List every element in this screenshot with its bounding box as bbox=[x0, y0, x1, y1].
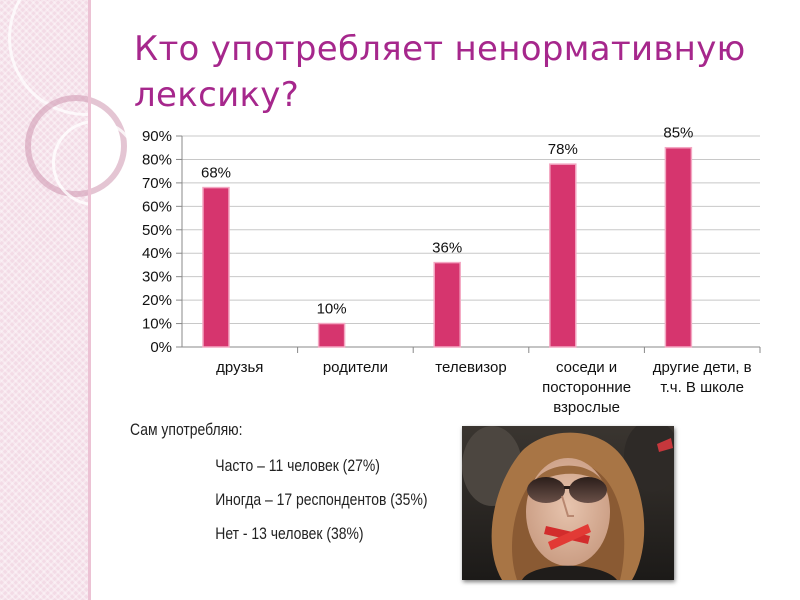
category-label: телевизор bbox=[435, 359, 506, 376]
y-tick-label: 20% bbox=[142, 292, 172, 309]
category-label: взрослые bbox=[553, 399, 620, 416]
y-tick-label: 0% bbox=[150, 339, 172, 356]
category-label: соседи и bbox=[556, 359, 617, 376]
category-label: другие дети, в bbox=[653, 359, 752, 376]
notes-heading: Сам употребляю: bbox=[130, 420, 243, 439]
bar bbox=[664, 146, 693, 348]
data-label: 78% bbox=[548, 141, 578, 158]
category-label: посторонние bbox=[542, 379, 631, 396]
y-tick-label: 10% bbox=[142, 316, 172, 333]
bar bbox=[549, 163, 577, 348]
data-label: 36% bbox=[432, 240, 462, 257]
y-tick-label: 80% bbox=[142, 151, 172, 168]
notes-item: Иногда – 17 респондентов (35%) bbox=[215, 490, 428, 509]
decorative-side-strip bbox=[0, 0, 164, 600]
decorative-ring bbox=[52, 120, 138, 206]
notes-item: Часто – 11 человек (27%) bbox=[215, 456, 380, 475]
data-label: 85% bbox=[663, 125, 693, 142]
y-tick-label: 30% bbox=[142, 269, 172, 286]
y-tick-label: 70% bbox=[142, 175, 172, 192]
bar bbox=[317, 322, 346, 348]
y-tick-label: 50% bbox=[142, 222, 172, 239]
strip-divider bbox=[88, 0, 91, 600]
notes-item: Нет - 13 человек (38%) bbox=[215, 524, 364, 543]
bar bbox=[202, 186, 230, 348]
slide-title: Кто употребляет ненормативную лексику? bbox=[134, 29, 746, 115]
bar bbox=[433, 261, 461, 348]
category-label: т.ч. В школе bbox=[660, 379, 744, 396]
woman-with-taped-mouth-photo bbox=[462, 426, 674, 580]
category-label: друзья bbox=[216, 359, 263, 376]
y-tick-label: 60% bbox=[142, 198, 172, 215]
data-label: 10% bbox=[317, 301, 347, 318]
y-tick-label: 40% bbox=[142, 245, 172, 262]
bar-chart: 0% 10% 20% 30% 40% 50% 60% 70% 80% 90% 68% друзья 10… bbox=[142, 125, 761, 416]
category-label: родители bbox=[323, 359, 388, 376]
data-label: 68% bbox=[201, 165, 231, 182]
self-usage-notes: Сам употребляю: Часто – 11 человек (27%)… bbox=[130, 420, 427, 551]
y-tick-label: 90% bbox=[142, 128, 172, 145]
